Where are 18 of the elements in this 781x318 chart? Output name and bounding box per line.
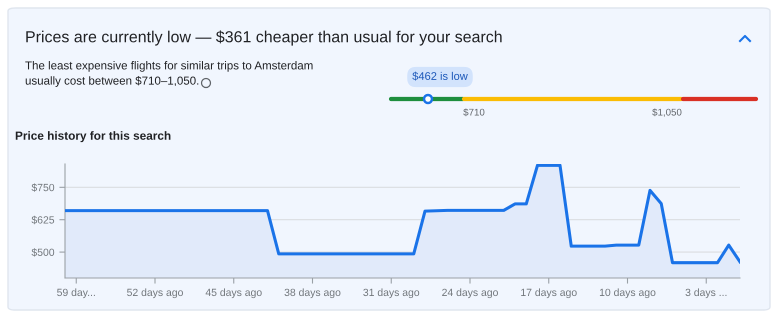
chart-title: Price history for this search [16, 131, 170, 142]
text: Prices are currently low — $361 cheaper than usual for your search [26, 30, 502, 46]
x-tick-label: 52 days ago [127, 288, 183, 298]
x-tick-label: 24 days ago [442, 288, 498, 298]
x-tick-label: 45 days ago [206, 288, 262, 298]
x-tick-label: 59 day... [57, 288, 95, 298]
x-tick-label: 10 days ago [600, 288, 656, 298]
x-tick-label: 31 days ago [363, 288, 420, 298]
x-tick-label: 17 days ago [521, 288, 577, 298]
text: $1,050 [652, 108, 682, 117]
text: $710 [463, 108, 484, 116]
y-tick-label: $500 [32, 248, 54, 257]
y-tick-label: $750 [32, 183, 54, 192]
x-tick-label: 3 days ... [686, 288, 726, 298]
x-tick-label: 38 days ago [284, 288, 340, 298]
text: $462 is low [412, 72, 468, 81]
text: The least expensive flights for similar trips to Amsterdam usually cost between $710–1,050. [25, 61, 313, 87]
y-tick-label: $625 [32, 216, 54, 224]
